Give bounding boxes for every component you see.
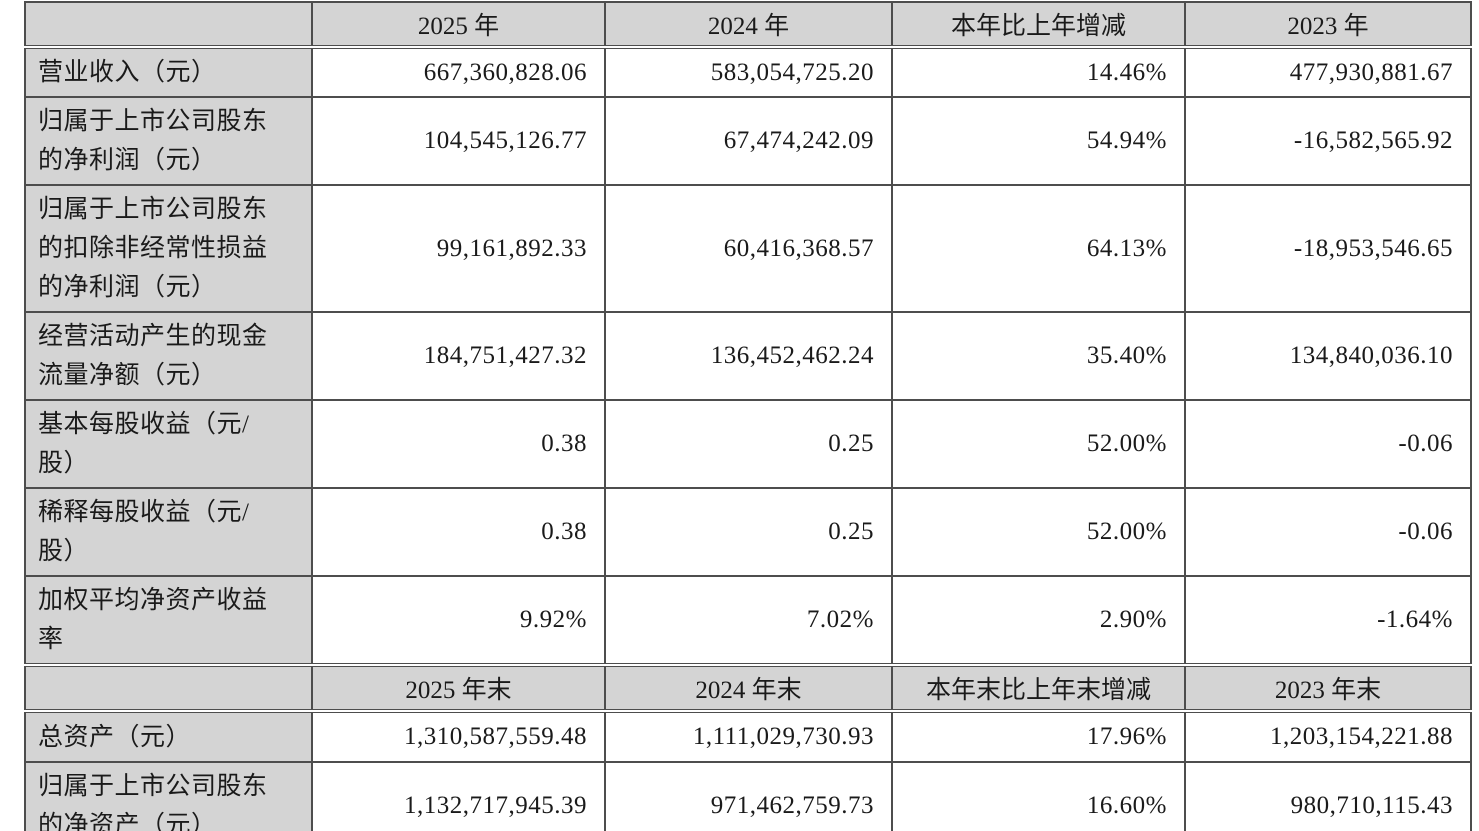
table-row-operating-revenue: 营业收入（元） 667,360,828.06 583,054,725.20 14… (24, 46, 1472, 98)
row-label: 加权平均净资产收益 率 (24, 575, 313, 666)
value-2023: 134,840,036.10 (1184, 311, 1472, 401)
value-2025: 99,161,892.33 (311, 184, 606, 313)
value-2025: 0.38 (311, 399, 606, 489)
value-2023: 477,930,881.67 (1184, 46, 1472, 98)
col-header-2024-end: 2024 年末 (604, 663, 893, 713)
value-change: 52.00% (891, 487, 1186, 577)
table-row-net-profit-excl-nonrecurring: 归属于上市公司股东 的扣除非经常性损益 的净利润（元） 99,161,892.3… (24, 184, 1472, 313)
value-2024: 136,452,462.24 (604, 311, 893, 401)
table-row-diluted-eps: 稀释每股收益（元/ 股） 0.38 0.25 52.00% -0.06 (24, 487, 1472, 577)
value-2024: 1,111,029,730.93 (604, 710, 893, 763)
value-2024: 971,462,759.73 (604, 761, 893, 831)
value-2023: -0.06 (1184, 399, 1472, 489)
col-header-2023-end: 2023 年末 (1184, 663, 1472, 713)
table-row-total-assets: 总资产（元） 1,310,587,559.48 1,111,029,730.93… (24, 710, 1472, 763)
value-2024: 583,054,725.20 (604, 46, 893, 98)
table-row-weighted-avg-roe: 加权平均净资产收益 率 9.92% 7.02% 2.90% -1.64% (24, 575, 1472, 666)
period-header-row: 2025 年 2024 年 本年比上年增减 2023 年 (24, 1, 1472, 49)
value-2023: -1.64% (1184, 575, 1472, 666)
value-2024: 0.25 (604, 487, 893, 577)
value-2023: 1,203,154,221.88 (1184, 710, 1472, 763)
value-2023: -16,582,565.92 (1184, 96, 1472, 186)
value-change: 17.96% (891, 710, 1186, 763)
table-row-operating-cash-flow: 经营活动产生的现金 流量净额（元） 184,751,427.32 136,452… (24, 311, 1472, 401)
row-label: 归属于上市公司股东 的净资产（元） (24, 761, 313, 831)
col-header-2024: 2024 年 (604, 1, 893, 49)
corner-cell (24, 663, 313, 713)
value-2023: -0.06 (1184, 487, 1472, 577)
table-row-basic-eps: 基本每股收益（元/ 股） 0.38 0.25 52.00% -0.06 (24, 399, 1472, 489)
value-2024: 0.25 (604, 399, 893, 489)
value-2025: 667,360,828.06 (311, 46, 606, 98)
col-header-yoy-change: 本年比上年增减 (891, 1, 1186, 49)
value-change: 35.40% (891, 311, 1186, 401)
row-label: 营业收入（元） (24, 46, 313, 98)
row-label: 经营活动产生的现金 流量净额（元） (24, 311, 313, 401)
value-2025: 9.92% (311, 575, 606, 666)
value-2024: 67,474,242.09 (604, 96, 893, 186)
value-change: 52.00% (891, 399, 1186, 489)
value-2024: 7.02% (604, 575, 893, 666)
value-change: 16.60% (891, 761, 1186, 831)
value-2025: 104,545,126.77 (311, 96, 606, 186)
col-header-2025: 2025 年 (311, 1, 606, 49)
col-header-2023: 2023 年 (1184, 1, 1472, 49)
financial-summary-table: 2025 年 2024 年 本年比上年增减 2023 年 营业收入（元） 667… (24, 1, 1472, 831)
period-end-header-row: 2025 年末 2024 年末 本年末比上年末增减 2023 年末 (24, 663, 1472, 713)
table-row-net-profit: 归属于上市公司股东 的净利润（元） 104,545,126.77 67,474,… (24, 96, 1472, 186)
value-change: 14.46% (891, 46, 1186, 98)
row-label: 稀释每股收益（元/ 股） (24, 487, 313, 577)
value-change: 64.13% (891, 184, 1186, 313)
value-2024: 60,416,368.57 (604, 184, 893, 313)
col-header-yoy-end-change: 本年末比上年末增减 (891, 663, 1186, 713)
table-row-net-assets: 归属于上市公司股东 的净资产（元） 1,132,717,945.39 971,4… (24, 761, 1472, 831)
value-change: 54.94% (891, 96, 1186, 186)
value-2023: 980,710,115.43 (1184, 761, 1472, 831)
value-2023: -18,953,546.65 (1184, 184, 1472, 313)
value-2025: 1,132,717,945.39 (311, 761, 606, 831)
col-header-2025-end: 2025 年末 (311, 663, 606, 713)
row-label: 总资产（元） (24, 710, 313, 763)
value-2025: 0.38 (311, 487, 606, 577)
row-label: 归属于上市公司股东 的扣除非经常性损益 的净利润（元） (24, 184, 313, 313)
row-label: 基本每股收益（元/ 股） (24, 399, 313, 489)
corner-cell (24, 1, 313, 49)
value-2025: 184,751,427.32 (311, 311, 606, 401)
row-label: 归属于上市公司股东 的净利润（元） (24, 96, 313, 186)
value-change: 2.90% (891, 575, 1186, 666)
value-2025: 1,310,587,559.48 (311, 710, 606, 763)
